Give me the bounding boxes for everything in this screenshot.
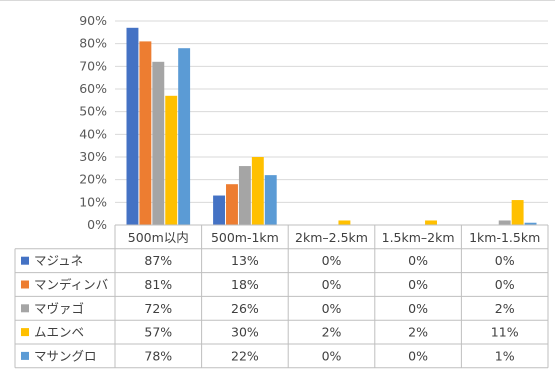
legend-swatch [21, 256, 29, 265]
legend-swatch [21, 280, 29, 289]
data-label: 30% [231, 325, 259, 340]
data-label: 22% [231, 348, 259, 363]
data-label: 2% [322, 325, 342, 340]
bar [264, 175, 277, 225]
legend-swatch [21, 304, 29, 313]
bar [213, 195, 226, 225]
data-label: 13% [231, 253, 259, 268]
bar [425, 220, 437, 225]
legend-label: マンディンバ [34, 277, 108, 292]
y-tick-label: 20% [79, 172, 107, 187]
y-tick-label: 90% [79, 13, 107, 28]
data-label: 0% [322, 301, 342, 316]
data-label: 78% [144, 348, 172, 363]
data-label: 18% [231, 277, 259, 292]
data-label: 11% [491, 325, 519, 340]
data-label: 0% [322, 277, 342, 292]
data-label: 81% [144, 277, 172, 292]
y-tick-label: 80% [79, 36, 107, 51]
x-tick-label: 500m-1km [211, 230, 279, 245]
data-label: 0% [495, 277, 515, 292]
y-tick-label: 70% [79, 58, 107, 73]
bar [524, 222, 537, 225]
y-tick-label: 50% [79, 104, 107, 119]
data-label: 0% [495, 253, 515, 268]
data-label: 1% [495, 348, 515, 363]
y-tick-label: 60% [79, 81, 107, 96]
bar [251, 157, 264, 225]
x-tick-label: 500m以内 [128, 230, 189, 245]
bar [139, 41, 152, 226]
legend-label: ムエンベ [34, 325, 84, 340]
x-tick-label: 1km-1.5km [469, 230, 540, 245]
data-label: 57% [144, 325, 172, 340]
legend-label: マサングロ [34, 348, 97, 363]
data-label: 0% [322, 253, 342, 268]
data-label: 0% [322, 348, 342, 363]
data-label: 87% [144, 253, 172, 268]
data-label: 2% [495, 301, 515, 316]
data-label: 0% [408, 277, 428, 292]
data-label: 72% [144, 301, 172, 316]
data-label: 2% [408, 325, 428, 340]
bars [126, 27, 537, 226]
bar [152, 61, 165, 225]
y-tick-label: 30% [79, 149, 107, 164]
bar [498, 220, 511, 225]
data-label: 26% [231, 301, 259, 316]
bar [126, 27, 139, 225]
data-table: 500m以内 500m-1km 2km–2.5km 1.5km–2km 1km-1.5k… [14, 224, 549, 369]
legend-label: マヴァゴ [34, 301, 84, 316]
bar [338, 220, 351, 225]
bar [511, 200, 524, 225]
y-axis: 0% 10% 20% 30% 40% 50% 60% 70% 80% 90% [79, 13, 107, 232]
data-label: 0% [408, 253, 428, 268]
bar [178, 48, 191, 226]
data-label: 0% [408, 301, 428, 316]
x-tick-label: 1.5km–2km [382, 230, 455, 245]
legend-label: マジュネ [34, 253, 83, 268]
bar [238, 166, 251, 225]
data-label: 0% [408, 348, 428, 363]
y-tick-label: 0% [87, 217, 107, 232]
y-tick-label: 40% [79, 126, 107, 141]
bar [165, 95, 178, 225]
bar [226, 184, 238, 225]
legend-swatch [21, 328, 29, 337]
x-tick-label: 2km–2.5km [295, 230, 368, 245]
legend-swatch [21, 351, 29, 360]
y-tick-label: 10% [79, 194, 107, 209]
